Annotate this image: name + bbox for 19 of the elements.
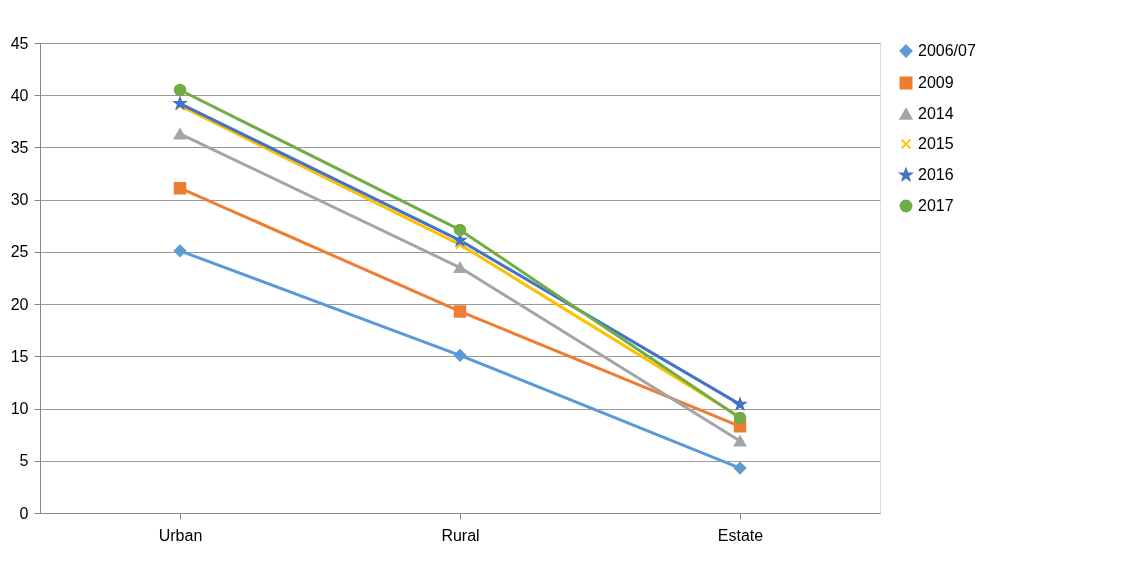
- legend-label: 2006/07: [918, 42, 976, 59]
- y-tick-label: 0: [19, 504, 29, 522]
- x-tick-label: Estate: [717, 526, 764, 544]
- y-tick-label: 45: [10, 34, 29, 52]
- legend-label: 2009: [918, 74, 954, 91]
- legend-label: 2017: [918, 197, 954, 214]
- y-tick-label: 25: [10, 243, 29, 261]
- y-tick-label: 35: [10, 138, 29, 156]
- legend-label: 2015: [918, 135, 954, 152]
- y-tick-label: 30: [10, 191, 29, 209]
- y-tick-label: 40: [10, 86, 29, 104]
- x-tick-label: Urban: [158, 526, 203, 544]
- legend-label: 2014: [918, 105, 954, 122]
- y-tick-label: 10: [10, 400, 29, 418]
- y-tick-label: 20: [10, 295, 29, 313]
- legend-label: 2016: [918, 166, 954, 183]
- y-tick-label: 5: [19, 452, 29, 470]
- x-tick-label: Rural: [441, 526, 480, 544]
- y-tick-label: 15: [10, 347, 29, 365]
